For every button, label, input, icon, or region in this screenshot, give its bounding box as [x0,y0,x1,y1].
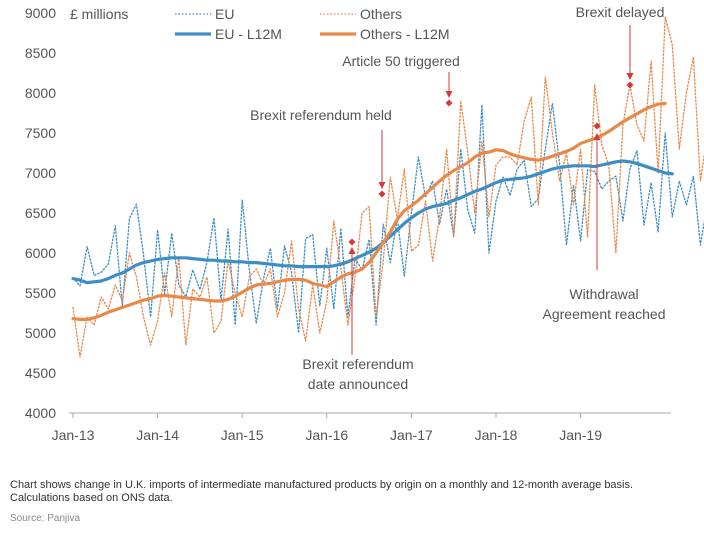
annotation-label-line: Agreement reached [543,306,666,322]
annotation-marker [378,190,386,198]
y-tick-label: 7500 [25,125,56,141]
series-line-others [72,16,704,358]
annotation-marker [348,238,356,246]
x-tick-label: Jan-17 [390,427,433,443]
annotation-label-line: Withdrawal [569,286,638,302]
annotation-label-line: Brexit delayed [576,4,665,20]
chart-caption: Chart shows change in U.K. imports of in… [10,479,634,504]
legend-label-others-l12m: Others - L12M [360,26,449,42]
series-layer [71,16,704,358]
x-tick-label: Jan-14 [136,427,179,443]
x-tick-label: Jan-16 [305,427,348,443]
annotation-marker [626,81,634,89]
y-tick-label: 8000 [25,85,56,101]
y-tick-label: 8500 [25,45,56,61]
series-line-eu-l12m [71,159,674,285]
x-tick-label: Jan-18 [475,427,518,443]
y-axis-label: £ millions [70,6,128,22]
annotation-label-line: Brexit referendum [302,356,413,372]
annotation-label: Article 50 triggered [342,53,460,69]
chart: 4000 4500 5000 5500 6000 6500 7000 7500 8000 8500… [25,4,704,443]
legend: EU Others EU - L12M Others - L12M [175,6,449,42]
annotation-marker [445,99,453,107]
y-tick-label: 6500 [25,205,56,221]
y-tick-label: 9000 [25,5,56,21]
x-tick-label: Jan-15 [221,427,264,443]
annotation-label-line: Article 50 triggered [342,53,460,69]
annotation-arrowhead [593,133,601,140]
annotation-label: Withdrawal Agreement reached [543,286,666,322]
annotation-arrowhead [348,247,356,254]
annotation-label: Brexit delayed [576,4,665,20]
x-tick-label: Jan-19 [559,427,602,443]
source-note: Source: Panjiva [10,513,81,524]
annotation-marker [593,122,601,130]
series-line-others-l12m [71,101,667,321]
y-tick-label: 5500 [25,285,56,301]
annotation-label: Brexit referendum held [250,107,392,123]
annotation-label-line: Brexit referendum held [250,107,392,123]
legend-label-others: Others [360,6,402,22]
y-tick-label: 6000 [25,245,56,261]
annotation-label-line: date announced [308,376,408,392]
y-tick-label: 4500 [25,365,56,381]
legend-label-eu-l12m: EU - L12M [215,26,282,42]
annotation-arrowhead [378,182,386,189]
y-tick-label: 4000 [25,405,56,421]
annotation-arrowhead [626,73,634,80]
annotation-arrowhead [445,91,453,98]
axes: 4000 4500 5000 5500 6000 6500 7000 7500 8000 8500… [25,5,671,443]
legend-label-eu: EU [215,6,234,22]
x-tick-label: Jan-13 [52,427,95,443]
annotation-label: Brexit referendum date announced [302,356,413,392]
y-tick-label: 5000 [25,325,56,341]
y-tick-label: 7000 [25,165,56,181]
